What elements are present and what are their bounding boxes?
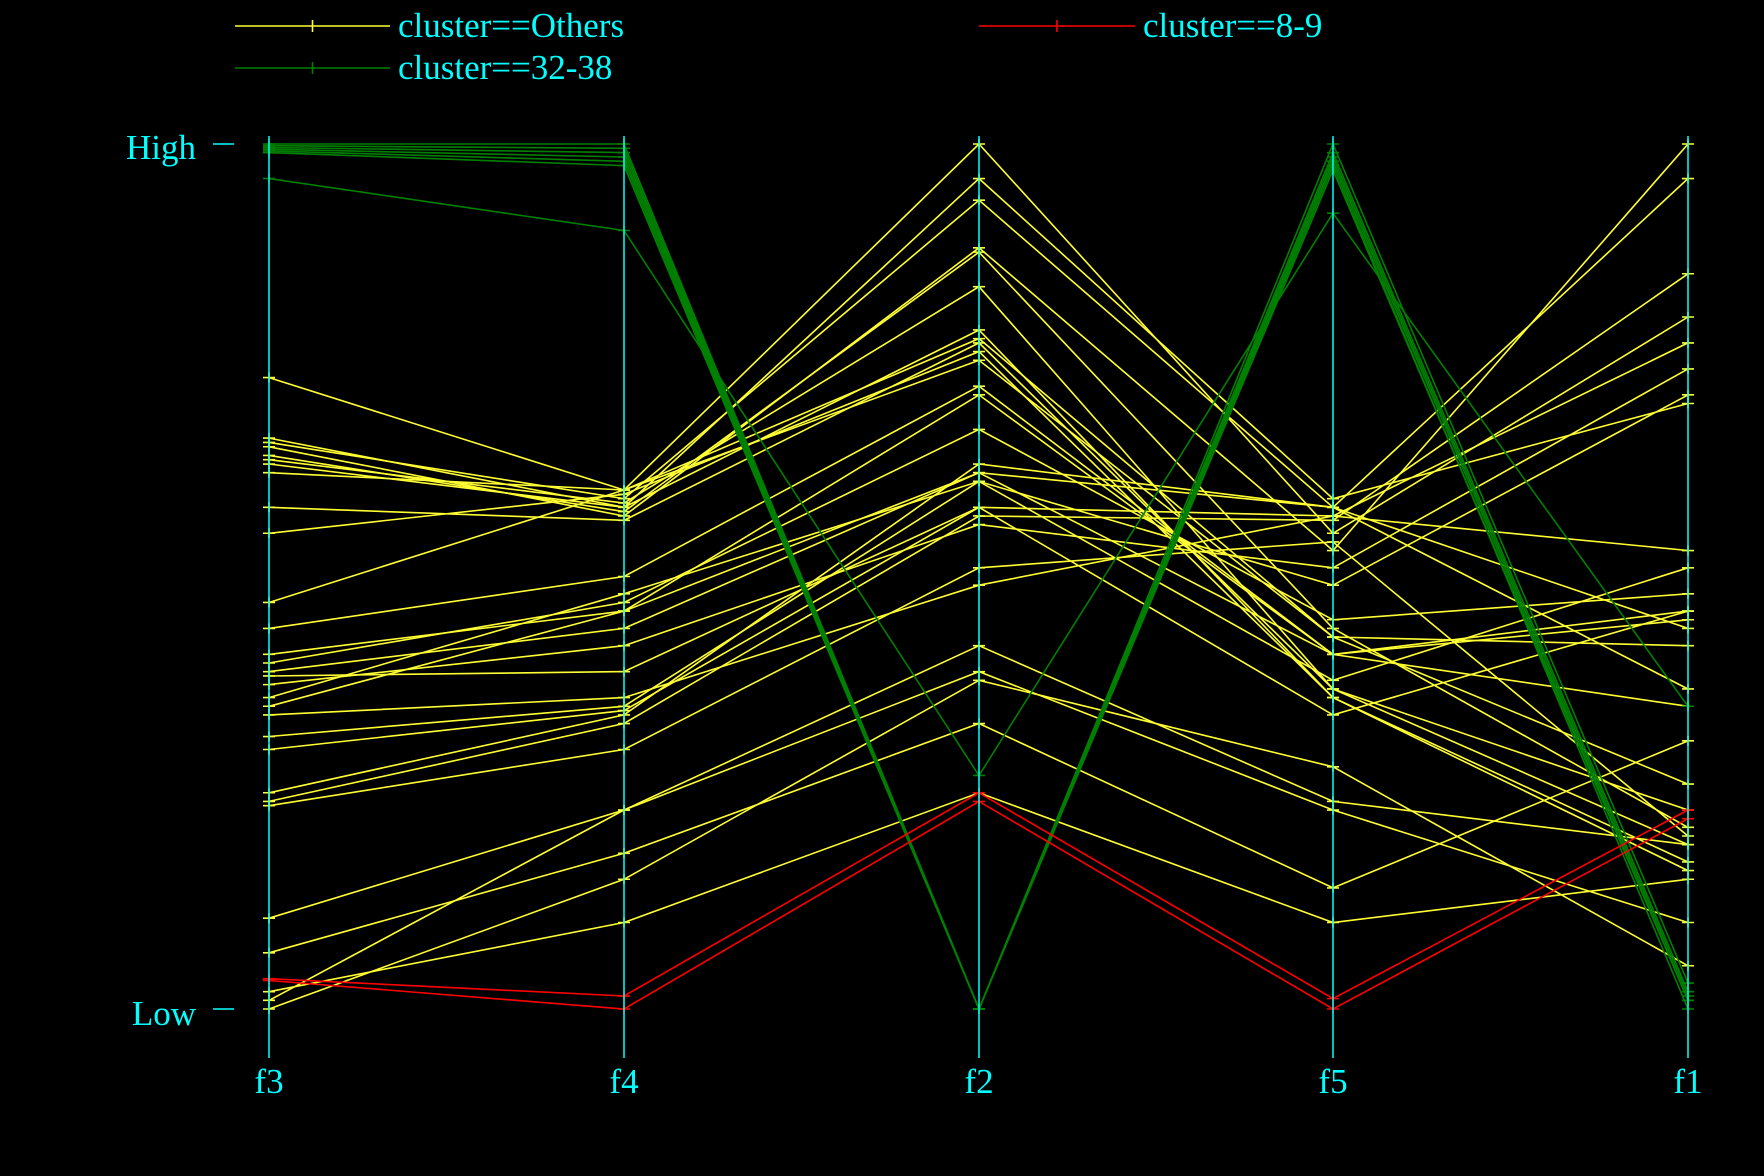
legend-label: cluster==32-38	[398, 48, 612, 87]
axis-label: f1	[1673, 1062, 1702, 1101]
legend-item: cluster==32-38	[235, 48, 612, 87]
axes-layer: f3 f4 f2 f5 f1	[254, 136, 1703, 1101]
legend-label: cluster==Others	[398, 6, 624, 45]
legend-item: cluster==8-9	[979, 6, 1322, 45]
y-tick-label-high: High	[126, 128, 197, 167]
y-tick-label-low: Low	[132, 994, 197, 1033]
axis-label: f5	[1318, 1062, 1347, 1101]
legend: cluster==Others cluster==8-9 cluster==32-3…	[235, 6, 1322, 87]
axis-label: f4	[609, 1062, 638, 1101]
axis-label: f3	[254, 1062, 283, 1101]
legend-label: cluster==8-9	[1143, 6, 1322, 45]
legend-item: cluster==Others	[235, 6, 624, 45]
axis-label: f2	[964, 1062, 993, 1101]
